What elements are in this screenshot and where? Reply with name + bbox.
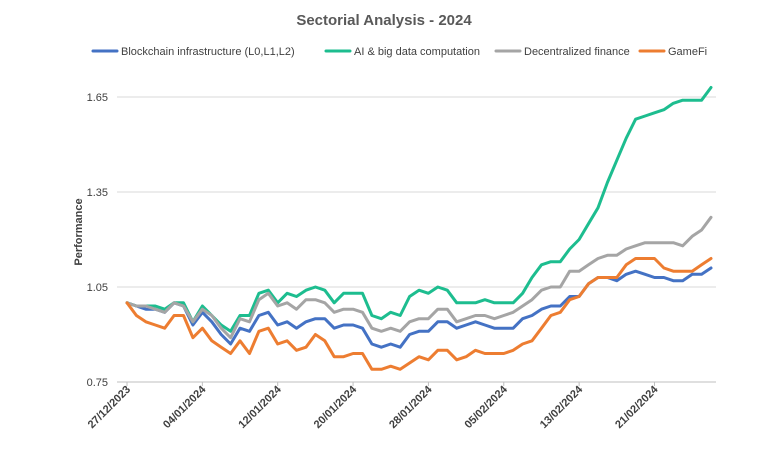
x-tick-label: 04/01/2024 [161,383,209,431]
y-axis-ticks: 0.75 1.05 1.35 1.65 [87,92,108,389]
chart-legend: Blockchain infrastructure (L0,L1,L2) AI &… [91,46,707,58]
x-tick-label: 13/02/2024 [538,383,586,431]
series-line-ai-big-data-computation [125,86,713,333]
x-tick-label: 21/02/2024 [613,383,661,431]
x-tick-label: 28/01/2024 [387,383,435,431]
x-tick-label: 05/02/2024 [462,383,510,431]
legend-label: AI & big data computation [354,46,480,58]
chart-title: Sectorial Analysis - 2024 [296,12,472,29]
gridlines [117,96,716,288]
series-line-gamefi [125,257,713,371]
series-line-blockchain-infrastructure-l0-l1-l2 [125,266,713,349]
x-tick-label: 12/01/2024 [236,383,284,431]
series-line-decentralized-finance [125,215,713,340]
x-tick-label: 27/12/2023 [86,384,133,431]
y-tick-label: 0.75 [87,377,108,389]
y-tick-label: 1.35 [87,187,108,199]
series-lines [125,86,713,371]
y-axis-label: Performance [73,198,85,265]
legend-label: Decentralized finance [524,46,630,58]
x-axis-ticks: 27/12/2023 04/01/2024 12/01/2024 20/01/2024… [86,382,661,431]
y-tick-label: 1.65 [87,92,108,104]
x-tick-label: 20/01/2024 [312,383,360,431]
legend-label: GameFi [668,46,707,58]
legend-label: Blockchain infrastructure (L0,L1,L2) [121,46,295,58]
y-tick-label: 1.05 [87,282,108,294]
